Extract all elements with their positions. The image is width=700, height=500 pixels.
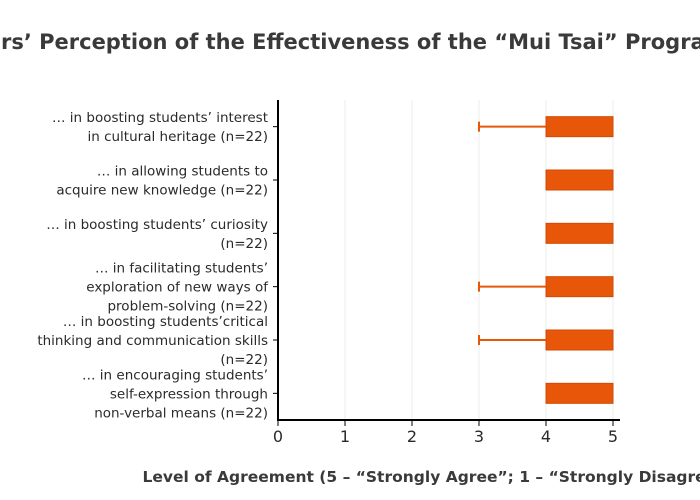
category-label: in cultural heritage (n=22): [87, 129, 268, 145]
category-label: acquire new knowledge (n=22): [56, 183, 268, 199]
bar: [545, 116, 614, 138]
x-tick-label: 4: [541, 427, 551, 446]
x-tick-label: 3: [474, 427, 484, 446]
category-label: … in encouraging students’: [82, 367, 268, 383]
category-label: … in facilitating students’: [95, 261, 268, 277]
category-label: … in boosting students’critical: [63, 314, 268, 330]
x-tick-label: 1: [340, 427, 350, 446]
category-label: self-expression through: [110, 386, 268, 402]
x-tick-label: 2: [407, 427, 417, 446]
category-label: problem-solving (n=22): [107, 299, 268, 315]
bar: [545, 169, 614, 191]
bar: [545, 329, 614, 351]
x-axis-title: Level of Agreement (5 – “Strongly Agree”…: [143, 468, 700, 486]
category-label: … in boosting students’ curiosity: [46, 217, 268, 233]
x-tick-label: 0: [273, 427, 283, 446]
category-label: (n=22): [220, 236, 268, 252]
x-tick-label: 5: [608, 427, 618, 446]
category-label: thinking and communication skills: [37, 333, 268, 349]
chart-title: Teachers’ Perception of the Effectivenes…: [0, 30, 700, 54]
category-label: (n=22): [220, 352, 268, 368]
category-label: non-verbal means (n=22): [94, 405, 268, 421]
bar: [545, 222, 614, 244]
category-label: exploration of new ways of: [86, 280, 269, 296]
category-label: … in allowing students to: [97, 164, 268, 180]
bar: [545, 276, 614, 298]
bar: [545, 382, 614, 404]
category-label: … in boosting students’ interest: [52, 110, 268, 126]
